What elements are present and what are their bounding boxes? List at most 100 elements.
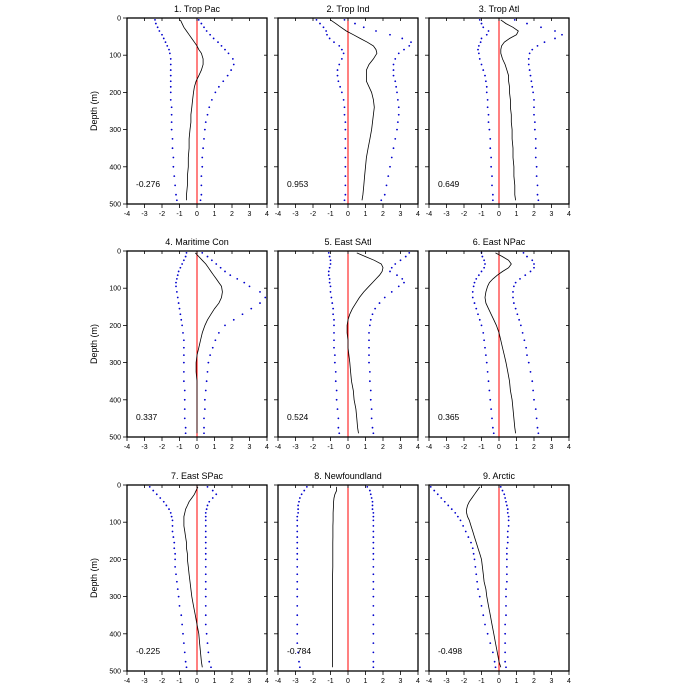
panel-stat-value: -0.225 [136, 646, 160, 656]
x-tick-label: -4 [124, 444, 130, 451]
upper-bound-point [214, 339, 217, 342]
lower-bound-point [329, 263, 332, 265]
upper-bound-point [533, 263, 535, 265]
upper-bound-point [372, 580, 375, 583]
lower-bound-point [296, 558, 299, 561]
upper-bound-point [214, 91, 217, 94]
x-tick-label: -3 [141, 678, 147, 685]
lower-bound-point [177, 302, 180, 304]
x-tick-label: 0 [497, 211, 501, 218]
lower-bound-point [170, 121, 173, 124]
upper-bound-point [372, 432, 375, 435]
x-tick-label: -1 [176, 444, 182, 451]
lower-bound-point [475, 307, 478, 310]
lower-bound-point [471, 547, 474, 550]
y-axis-label: Depth (m) [89, 558, 99, 598]
upper-bound-point [505, 605, 507, 607]
x-tick-label: 1 [213, 678, 217, 685]
lower-bound-point [182, 331, 184, 334]
upper-bound-point [533, 106, 535, 109]
x-tick-label: -4 [275, 211, 281, 218]
upper-bound-point [204, 565, 207, 568]
lower-bound-point [486, 98, 489, 101]
lower-bound-point [178, 605, 181, 607]
lower-bound-point [473, 281, 476, 284]
panel-stat-value: 0.365 [438, 412, 460, 422]
lower-bound-point [334, 380, 337, 383]
upper-bound-point [370, 417, 373, 420]
upper-bound-point [392, 147, 395, 150]
x-tick-label: -3 [292, 211, 298, 218]
lower-bound-point [484, 74, 486, 77]
y-tick-label: 200 [109, 323, 121, 330]
mean-profile-line [180, 19, 204, 201]
panel-stat-value: -0.498 [438, 646, 462, 656]
upper-bound-point [505, 595, 507, 598]
upper-bound-point [532, 91, 535, 94]
panel-title: 1. Trop Pac [174, 4, 221, 14]
lower-bound-point [296, 541, 299, 544]
lower-bound-point [343, 199, 346, 202]
upper-bound-point [527, 63, 530, 66]
upper-bound-point [533, 121, 536, 124]
lower-bound-point [181, 623, 184, 626]
x-tick-label: 4 [416, 444, 420, 451]
lower-bound-point [485, 85, 488, 88]
upper-bound-point [408, 45, 411, 47]
lower-bound-point [344, 147, 347, 150]
lower-bound-point [175, 278, 178, 280]
lower-bound-point [450, 508, 453, 511]
upper-bound-point [512, 302, 515, 304]
upper-bound-point [505, 580, 508, 583]
upper-bound-point [375, 30, 377, 32]
y-tick-label: 400 [109, 631, 121, 638]
lower-bound-point [333, 339, 335, 342]
x-tick-label: 0 [195, 211, 199, 218]
upper-bound-point [535, 165, 538, 168]
upper-bound-point [499, 485, 502, 488]
upper-bound-point [533, 266, 535, 269]
upper-bound-point [527, 58, 530, 60]
lower-bound-point [478, 318, 481, 321]
upper-bound-point [507, 525, 510, 527]
upper-bound-point [532, 389, 535, 392]
panel-title: 6. East NPac [473, 237, 526, 247]
lower-bound-point [173, 175, 176, 178]
lower-bound-point [480, 270, 483, 273]
upper-bound-point [211, 346, 214, 349]
upper-bound-point [203, 398, 206, 401]
lower-bound-point [175, 573, 177, 576]
lower-bound-point [486, 371, 489, 373]
lower-bound-point [479, 41, 482, 44]
upper-bound-point [528, 52, 531, 55]
lower-bound-point [487, 380, 490, 383]
upper-bound-point [232, 318, 235, 321]
lower-bound-point [296, 605, 299, 607]
mean-profile-line [195, 252, 223, 434]
x-tick-label: 1 [213, 211, 217, 218]
lower-bound-point [336, 408, 339, 410]
lower-bound-point [486, 632, 489, 635]
lower-bound-point [333, 324, 335, 327]
lower-bound-point [338, 432, 341, 435]
lower-bound-point [176, 274, 179, 277]
y-tick-label: 0 [117, 249, 121, 256]
x-tick-label: -4 [426, 678, 432, 685]
upper-bound-point [204, 614, 207, 617]
lower-bound-point [459, 519, 462, 522]
upper-bound-point [372, 573, 375, 576]
upper-bound-point [536, 184, 539, 187]
x-tick-label: 1 [515, 444, 519, 451]
upper-bound-point [250, 307, 253, 310]
lower-bound-point [171, 147, 174, 150]
panel-title: 4. Maritime Con [165, 237, 229, 247]
lower-bound-point [296, 580, 299, 583]
upper-bound-point [399, 259, 402, 262]
lower-bound-point [488, 128, 491, 131]
x-tick-label: 2 [381, 678, 385, 685]
x-tick-label: -1 [327, 211, 333, 218]
lower-bound-point [152, 489, 155, 492]
upper-bound-point [396, 98, 399, 101]
lower-bound-point [489, 138, 492, 140]
lower-bound-point [297, 504, 300, 507]
